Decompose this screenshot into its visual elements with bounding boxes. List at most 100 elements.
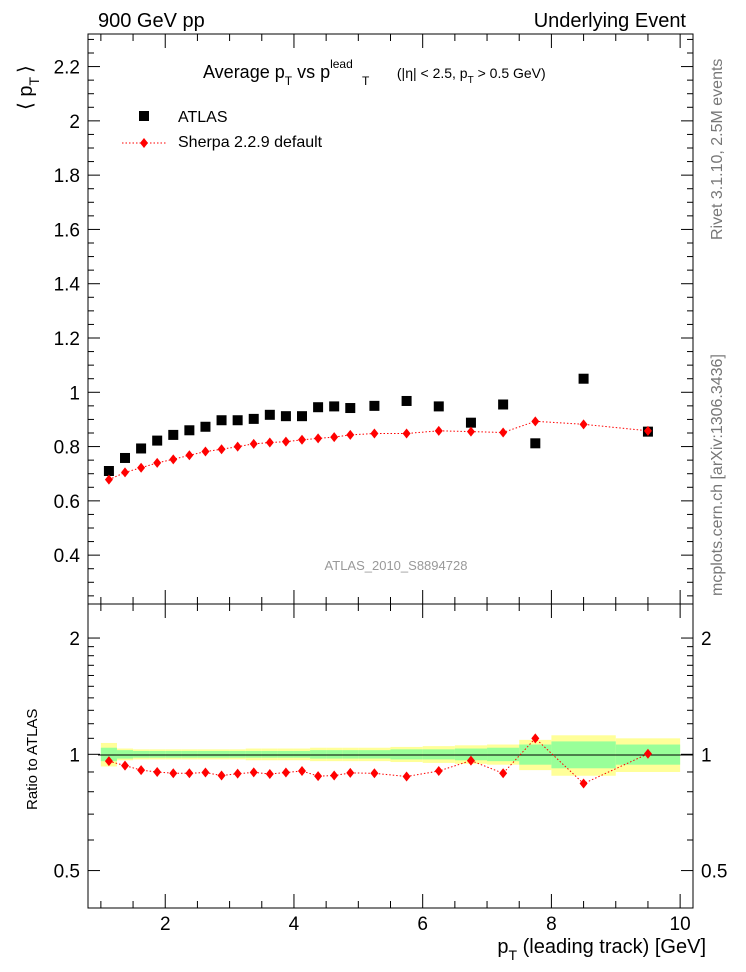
main-y-tick-label: 1.4 bbox=[54, 275, 81, 296]
sherpa-main-point bbox=[466, 426, 475, 437]
ratio-inner-band bbox=[229, 750, 246, 758]
atlas-data-point bbox=[465, 417, 476, 428]
ratio-inner-band bbox=[342, 750, 359, 759]
sherpa-main-point bbox=[402, 428, 411, 439]
ratio-inner-band bbox=[390, 749, 423, 760]
sherpa-ratio-point bbox=[169, 768, 178, 779]
sherpa-ratio-point bbox=[121, 760, 130, 771]
atlas-data-point bbox=[498, 399, 509, 410]
ratio-inner-band bbox=[293, 750, 311, 758]
ratio-plot-frame bbox=[87, 603, 694, 909]
atlas-data-point bbox=[264, 409, 275, 420]
sherpa-ratio-point bbox=[531, 733, 540, 744]
sherpa-main-point bbox=[346, 429, 355, 440]
sherpa-main-point bbox=[330, 432, 339, 443]
sherpa-ratio-point bbox=[643, 748, 652, 759]
ratio-inner-band bbox=[149, 750, 166, 758]
sherpa-ratio-point bbox=[104, 756, 113, 767]
ratio-series-group bbox=[104, 733, 652, 789]
sherpa-main-point bbox=[121, 467, 130, 478]
main-y-axis-label: ⟨ pT ⟩ bbox=[15, 65, 42, 110]
atlas-data-point bbox=[248, 413, 259, 424]
ratio-inner-band bbox=[133, 750, 150, 758]
sherpa-main-point bbox=[217, 444, 226, 455]
ratio-inner-band bbox=[165, 750, 182, 758]
xlabel-b: (leading track) [GeV] bbox=[517, 936, 706, 958]
header-right-label: Underlying Event bbox=[534, 10, 687, 32]
ratio-y-tick-label-left: 2 bbox=[69, 629, 80, 650]
sherpa-ratio-point bbox=[402, 771, 411, 782]
sherpa-main-point bbox=[185, 450, 194, 461]
atlas-data-point bbox=[120, 452, 131, 463]
ylabel-open: ⟨ p bbox=[15, 86, 37, 110]
ratio-inner-band bbox=[213, 750, 230, 758]
title-part-b-sub: T bbox=[362, 74, 370, 88]
sherpa-main-point bbox=[579, 419, 588, 430]
main-y-tick-label: 0.6 bbox=[54, 492, 80, 513]
sherpa-ratio-point bbox=[298, 766, 307, 777]
ratio-inner-band bbox=[422, 749, 455, 760]
sherpa-main-point bbox=[531, 416, 540, 427]
sherpa-main-point bbox=[104, 474, 113, 485]
sherpa-main-point bbox=[153, 457, 162, 468]
sherpa-ratio-point bbox=[370, 768, 379, 779]
sherpa-ratio-point bbox=[265, 769, 274, 780]
x-tick-label: 4 bbox=[289, 914, 300, 935]
legend: ATLAS Sherpa 2.2.9 default bbox=[122, 109, 323, 151]
atlas-data-point bbox=[297, 411, 308, 422]
ratio-inner-band bbox=[310, 750, 327, 759]
x-tick-label: 6 bbox=[417, 914, 428, 935]
ratio-inner-band bbox=[181, 750, 198, 758]
atlas-data-point bbox=[313, 402, 324, 413]
legend-label-sherpa: Sherpa 2.2.9 default bbox=[178, 134, 323, 151]
ratio-inner-band bbox=[487, 747, 520, 762]
main-y-tick-label: 0.4 bbox=[54, 546, 81, 567]
atlas-data-point bbox=[200, 421, 211, 432]
legend-label-atlas: ATLAS bbox=[178, 109, 228, 126]
title-part-d: > 0.5 GeV) bbox=[474, 65, 546, 81]
sherpa-main-point bbox=[265, 437, 274, 448]
xlabel-sub: T bbox=[508, 947, 517, 963]
x-axis-label: pT (leading track) [GeV] bbox=[497, 936, 706, 963]
atlas-data-point bbox=[433, 401, 444, 412]
legend-marker-sherpa bbox=[140, 138, 148, 148]
ratio-inner-band bbox=[261, 750, 278, 758]
sherpa-main-point bbox=[137, 462, 146, 473]
main-y-tick-label: 1.8 bbox=[54, 166, 80, 187]
sherpa-main-point bbox=[169, 454, 178, 465]
title-part-c-sub: T bbox=[468, 75, 474, 86]
sherpa-main-point bbox=[298, 434, 307, 445]
atlas-data-point bbox=[530, 438, 541, 449]
main-series-group bbox=[103, 373, 653, 485]
title-part-a: Average p bbox=[203, 62, 285, 82]
sherpa-ratio-point bbox=[314, 771, 323, 782]
ratio-tick-group: 0.5 0.5 1 1 2 2 2 4 6 8 10 bbox=[54, 604, 727, 935]
sherpa-main-point bbox=[434, 425, 443, 436]
title-part-b: vs p bbox=[292, 62, 330, 82]
sherpa-main-line bbox=[108, 420, 648, 481]
ratio-y-tick-label-right: 0.5 bbox=[701, 862, 727, 883]
sherpa-ratio-point bbox=[281, 767, 290, 778]
ratio-y-tick-label-left: 0.5 bbox=[54, 862, 80, 883]
ratio-inner-band bbox=[454, 748, 488, 761]
ylabel-close: ⟩ bbox=[15, 65, 37, 73]
atlas-data-point bbox=[216, 415, 227, 426]
atlas-data-point bbox=[184, 425, 195, 436]
atlas-data-point bbox=[280, 411, 291, 422]
main-y-tick-label: 1.6 bbox=[54, 220, 80, 241]
ratio-y-axis-label: Ratio to ATLAS bbox=[24, 709, 41, 810]
atlas-data-point bbox=[329, 401, 340, 412]
title-part-a-sub: T bbox=[285, 74, 293, 88]
main-y-tick-label: 1 bbox=[69, 383, 80, 404]
sherpa-ratio-point bbox=[434, 766, 443, 777]
atlas-data-point bbox=[369, 400, 380, 411]
title-part-b-sup: lead bbox=[330, 57, 353, 71]
sherpa-main-point bbox=[499, 427, 508, 438]
ratio-inner-band bbox=[197, 750, 214, 758]
mcplots-side-label: mcplots.cern.ch [arXiv:1306.3436] bbox=[709, 354, 726, 596]
x-tick-label: 2 bbox=[160, 914, 171, 935]
ratio-inner-band bbox=[277, 750, 294, 758]
main-tick-group: 0.4 0.6 0.8 1 1.2 1.4 1.6 1.8 2 2.2 bbox=[54, 34, 693, 604]
ratio-inner-band bbox=[358, 750, 391, 759]
atlas-data-point bbox=[152, 435, 163, 446]
